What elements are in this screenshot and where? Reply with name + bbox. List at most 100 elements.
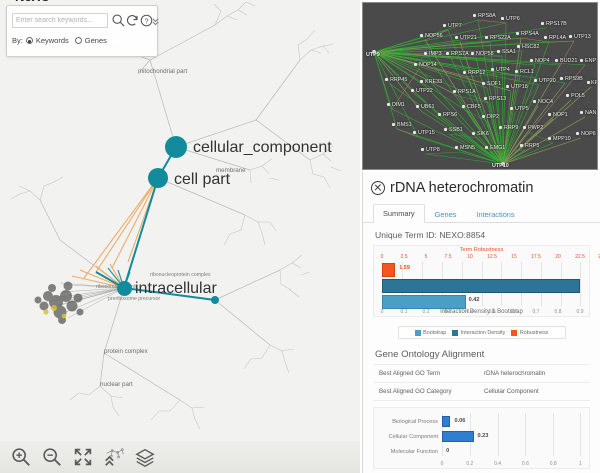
gene-node[interactable]: [506, 85, 509, 88]
gene-node[interactable]: [516, 32, 519, 35]
gene-node[interactable]: [387, 103, 390, 106]
gene-node[interactable]: [462, 105, 465, 108]
gene-node[interactable]: [548, 113, 551, 116]
gene-interaction-network[interactable]: UTP9 UTP10 RPS8A UTP6 UTP7 RPS17B NOP56 …: [362, 2, 598, 170]
gene-node[interactable]: [482, 115, 485, 118]
legend-label: Bootstrap: [423, 329, 447, 336]
tree-small-label[interactable]: nuclear part: [100, 381, 133, 388]
collapse-tree-icon[interactable]: [103, 446, 125, 468]
gene-node[interactable]: [443, 24, 446, 27]
ontology-tree-panel[interactable]: mitochondrial part membrane protein comp…: [0, 0, 360, 473]
go-alignment-table: Best Aligned GO Term rDNA heterochromati…: [373, 364, 590, 401]
gene-node[interactable]: [411, 89, 414, 92]
gene-node[interactable]: [385, 78, 388, 81]
tree-small-label[interactable]: ribonucleoprotein complex: [150, 272, 211, 278]
gene-node[interactable]: [517, 45, 520, 48]
gene-node[interactable]: [566, 94, 569, 97]
tree-small-label[interactable]: ribosomal subunit: [96, 284, 137, 290]
gene-node[interactable]: [576, 132, 579, 135]
gene-node[interactable]: [501, 17, 504, 20]
gene-node[interactable]: [482, 82, 485, 85]
tab-genes[interactable]: Genes: [434, 210, 457, 219]
legend-item-bootstrap[interactable]: Bootstrap: [414, 329, 447, 336]
search-input[interactable]: [12, 13, 108, 28]
gene-node[interactable]: [444, 128, 447, 131]
gene-node[interactable]: [491, 68, 494, 71]
tree-node-cell-part[interactable]: [148, 168, 168, 188]
gene-node[interactable]: [392, 123, 395, 126]
gene-node[interactable]: [420, 80, 423, 83]
gene-node[interactable]: [472, 132, 475, 135]
gene-label: NOP4: [535, 58, 550, 64]
gene-node[interactable]: [560, 77, 563, 80]
gene-node[interactable]: [416, 105, 419, 108]
gene-node[interactable]: [485, 36, 488, 39]
help-icon[interactable]: ?: [139, 13, 154, 28]
gene-node[interactable]: [473, 14, 476, 17]
tree-small-label[interactable]: membrane: [216, 167, 246, 174]
gene-node[interactable]: [523, 126, 526, 129]
gene-node[interactable]: [420, 34, 423, 37]
gene-node[interactable]: [515, 70, 518, 73]
gene-node[interactable]: [569, 35, 572, 38]
gene-node[interactable]: [510, 107, 513, 110]
view-toolbar: [0, 441, 360, 473]
search-icon[interactable]: [111, 13, 126, 28]
tree-small-label[interactable]: protein complex: [104, 348, 148, 355]
tree-node-intracellular[interactable]: [117, 281, 132, 296]
tree-node-cellular-component[interactable]: [165, 136, 187, 158]
gene-node[interactable]: [485, 146, 488, 149]
tab-summary[interactable]: Summary: [373, 204, 425, 223]
radio-genes[interactable]: [74, 37, 82, 44]
gene-node[interactable]: [455, 146, 458, 149]
legend-item-interaction-density[interactable]: Interaction Density: [452, 329, 505, 336]
gene-node[interactable]: [414, 63, 417, 66]
gene-node[interactable]: [497, 50, 500, 53]
gene-node[interactable]: [438, 113, 441, 116]
gene-node[interactable]: [548, 137, 551, 140]
gene-node[interactable]: [499, 126, 502, 129]
gene-node[interactable]: [580, 111, 583, 114]
close-icon[interactable]: [371, 181, 385, 195]
gene-node[interactable]: [446, 52, 449, 55]
gene-node[interactable]: [580, 59, 583, 62]
bar-cellular-component[interactable]: [442, 431, 474, 442]
bottom-tick: 0.3: [444, 309, 452, 315]
gene-node[interactable]: [413, 131, 416, 134]
gene-node[interactable]: [463, 71, 466, 74]
network-hub-node[interactable]: [372, 50, 376, 54]
gene-node[interactable]: [484, 97, 487, 100]
gene-node[interactable]: [555, 59, 558, 62]
gene-node[interactable]: [533, 100, 536, 103]
radio-keywords[interactable]: [25, 37, 33, 44]
gene-node[interactable]: [530, 59, 533, 62]
gene-node[interactable]: [541, 22, 544, 25]
bar-biological-process[interactable]: [442, 416, 451, 427]
gene-node[interactable]: [534, 79, 537, 82]
bar-interaction-density[interactable]: [382, 279, 580, 293]
network-hub-node[interactable]: [501, 162, 505, 166]
gene-node[interactable]: [455, 36, 458, 39]
tab-interactions[interactable]: Interactions: [476, 210, 515, 219]
gene-node[interactable]: [520, 144, 523, 147]
search-by-label: By:: [12, 36, 23, 45]
reset-icon[interactable]: [125, 13, 140, 28]
zoom-out-icon[interactable]: [41, 446, 63, 468]
tree-small-label[interactable]: preribosome precursor: [108, 296, 161, 302]
bar-bootstrap[interactable]: [382, 295, 466, 309]
gene-node[interactable]: [421, 148, 424, 151]
collapse-icon[interactable]: [151, 13, 160, 28]
layers-icon[interactable]: [134, 446, 156, 468]
gene-node[interactable]: [471, 52, 474, 55]
radio-genes-label: Genes: [84, 36, 107, 45]
legend-item-robustness[interactable]: Robustness: [511, 329, 548, 336]
gene-node[interactable]: [424, 52, 427, 55]
gene-label: NOP1: [553, 112, 568, 118]
gene-node[interactable]: [453, 90, 456, 93]
fit-to-screen-icon[interactable]: [72, 446, 94, 468]
zoom-in-icon[interactable]: [10, 446, 32, 468]
gene-node[interactable]: [544, 36, 547, 39]
gene-node[interactable]: [587, 81, 590, 84]
tree-small-label[interactable]: mitochondrial part: [138, 68, 188, 75]
bar-robustness[interactable]: [382, 263, 395, 277]
